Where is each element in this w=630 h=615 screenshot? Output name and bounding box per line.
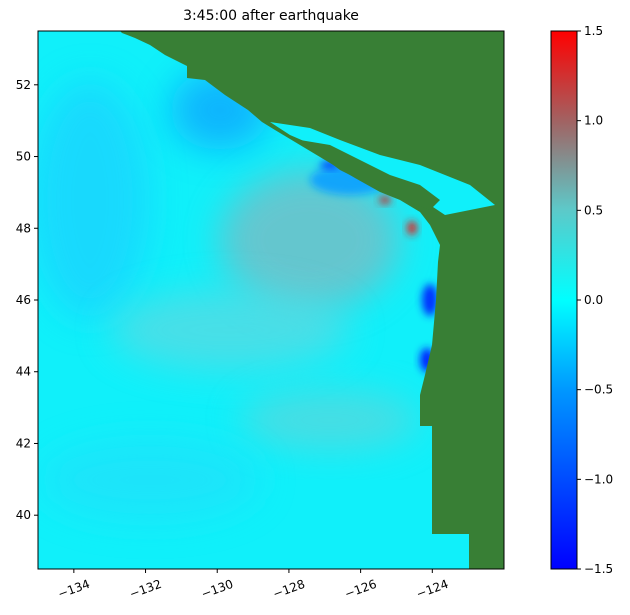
x-tick-label: −132 <box>128 577 164 601</box>
y-tick-label: 52 <box>16 78 31 92</box>
y-tick-label: 46 <box>16 293 31 307</box>
x-tick-label: −128 <box>271 577 307 601</box>
colorbar-tick-label: 1.5 <box>584 24 603 38</box>
x-tick-label: −126 <box>343 577 379 601</box>
y-tick-label: 42 <box>16 436 31 450</box>
field <box>38 31 504 569</box>
colorbar-tick-label: −1.0 <box>584 472 613 486</box>
x-tick-label: −134 <box>56 577 92 601</box>
colorbar-tick-label: −1.5 <box>584 562 613 576</box>
y-tick-label: 40 <box>16 508 31 522</box>
island <box>300 140 440 210</box>
chart-title: 3:45:00 after earthquake <box>183 8 359 24</box>
colorbar-tick-label: −0.5 <box>584 383 613 397</box>
y-tick-label: 48 <box>16 221 31 235</box>
colorbar-tick-label: 0.5 <box>584 203 603 217</box>
colorbar-tick-label: 1.0 <box>584 114 603 128</box>
colorbar-tick-label: 0.0 <box>584 293 603 307</box>
colorbar <box>550 30 578 570</box>
y-tick-label: 50 <box>16 150 31 164</box>
y-tick-label: 44 <box>16 365 31 379</box>
x-tick-label: −130 <box>199 577 235 601</box>
x-tick-label: −124 <box>414 577 450 601</box>
